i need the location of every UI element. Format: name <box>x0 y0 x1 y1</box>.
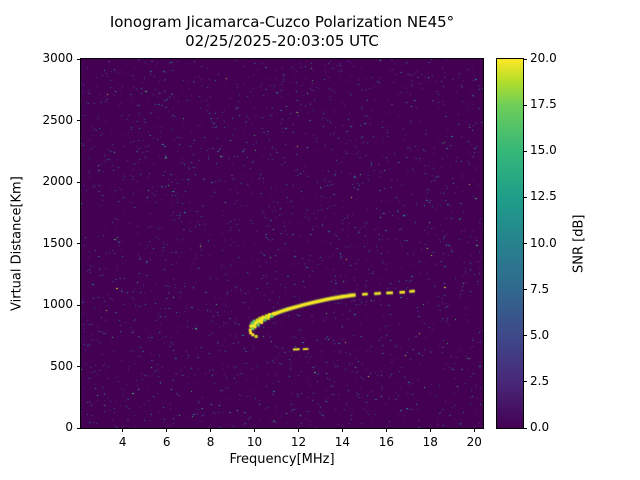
colorbar-tick-mark <box>523 58 527 60</box>
colorbar-tick-mark <box>523 289 527 291</box>
y-tick-label: 2500 <box>42 112 73 127</box>
x-tick-mark <box>297 428 299 432</box>
colorbar-gradient <box>496 58 524 429</box>
y-tick-label: 0 <box>65 420 73 434</box>
ionogram-heatmap <box>81 59 483 428</box>
x-tick-mark <box>122 428 124 432</box>
colorbar-tick-label: 7.5 <box>530 281 550 296</box>
colorbar-tick-mark <box>523 243 527 244</box>
colorbar-tick-label: 10.0 <box>530 235 557 250</box>
x-tick-mark <box>473 428 475 432</box>
x-tick-label: 10 <box>246 435 263 449</box>
x-tick-label: 4 <box>118 435 127 449</box>
colorbar-tick-label: 17.5 <box>530 97 557 112</box>
colorbar-tick-label: 12.5 <box>530 189 557 204</box>
y-tick-label: 2000 <box>42 174 73 188</box>
figure-title: Ionogram Jicamarca-Cuzco Polarization NE… <box>109 13 455 31</box>
y-tick-mark <box>77 181 81 183</box>
x-tick-mark <box>385 428 387 432</box>
colorbar-tick-label: 15.0 <box>530 143 557 158</box>
colorbar-tick-label: 0.0 <box>530 420 550 434</box>
colorbar-tick-mark <box>523 104 527 106</box>
colorbar-tick-mark <box>523 335 527 337</box>
x-tick-mark <box>341 428 343 432</box>
plot-area <box>80 58 484 429</box>
x-tick-mark <box>254 428 256 432</box>
y-tick-mark <box>77 366 81 367</box>
x-tick-mark <box>429 428 431 432</box>
colorbar-tick-mark <box>523 150 527 152</box>
y-tick-label: 1500 <box>42 235 73 250</box>
y-axis-label: Virtual Distance[Km] <box>9 176 25 311</box>
colorbar-tick-mark <box>523 196 527 198</box>
x-tick-mark <box>166 428 168 432</box>
colorbar-tick-label: 2.5 <box>530 373 550 388</box>
y-tick-mark <box>77 304 81 306</box>
x-axis-label: Frequency[MHz] <box>229 452 335 467</box>
figure-subtitle-timestamp: 02/25/2025-20:03:05 UTC <box>185 32 379 50</box>
colorbar-tick-mark <box>523 381 527 383</box>
colorbar-tick-mark <box>523 427 527 429</box>
x-tick-mark <box>210 428 212 432</box>
x-tick-label: 12 <box>290 435 307 449</box>
y-tick-label: 500 <box>50 358 73 373</box>
x-tick-label: 14 <box>334 435 351 449</box>
x-tick-label: 16 <box>378 435 394 449</box>
x-tick-label: 20 <box>466 435 482 449</box>
colorbar-tick-label: 20.0 <box>530 51 557 65</box>
x-tick-label: 18 <box>422 435 438 449</box>
y-tick-mark <box>77 243 81 244</box>
x-tick-label: 8 <box>206 435 215 449</box>
colorbar-label: SNR [dB] <box>571 214 587 273</box>
y-tick-mark <box>77 427 81 429</box>
y-tick-label: 3000 <box>42 51 73 65</box>
y-tick-label: 1000 <box>42 297 73 311</box>
y-tick-mark <box>77 58 81 60</box>
y-tick-mark <box>77 120 81 121</box>
x-tick-label: 6 <box>162 435 171 449</box>
colorbar-tick-label: 5.0 <box>530 327 550 342</box>
